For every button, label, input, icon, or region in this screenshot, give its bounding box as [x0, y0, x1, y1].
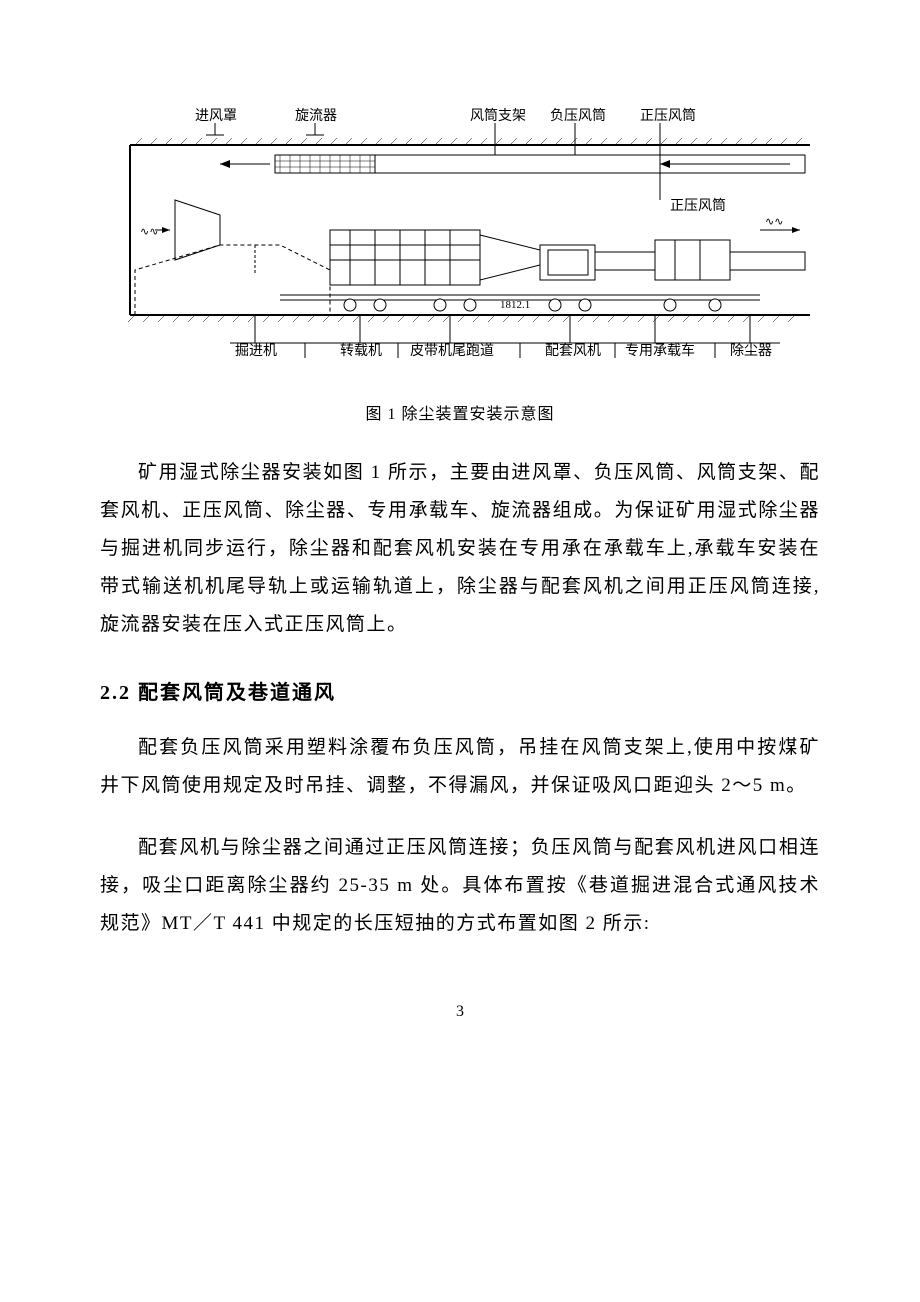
label-matching-fan: 配套风机: [545, 343, 601, 359]
figure-diagram: 进风罩 旋流器 风筒支架 负压风筒 正压风筒: [100, 100, 820, 360]
label-duct-support: 风筒支架: [470, 107, 526, 124]
page-number: 3: [100, 1003, 820, 1021]
dust-collector-diagram-svg: 进风罩 旋流器 风筒支架 负压风筒 正压风筒: [100, 100, 820, 360]
paragraph-3: 配套风机与除尘器之间通过正压风筒连接；负压风筒与配套风机进风口相连接，吸尘口距离…: [100, 829, 820, 943]
label-transfer-machine: 转载机: [340, 343, 382, 359]
dimension-label: 1812.1: [500, 299, 530, 311]
label-belt-tail: 皮带机尾跑道: [410, 343, 494, 359]
label-pos-duct-top: 正压风筒: [640, 107, 696, 124]
label-inlet-cover: 进风罩: [195, 108, 237, 124]
svg-text:∿∿: ∿∿: [765, 216, 783, 228]
figure-caption: 图 1 除尘装置安装示意图: [100, 400, 820, 424]
section-heading-2-2: 2.2 配套风筒及巷道通风: [100, 676, 820, 705]
svg-text:∿∿: ∿∿: [140, 226, 158, 238]
label-tunneling-machine: 掘进机: [235, 343, 277, 359]
label-neg-duct: 负压风筒: [550, 107, 606, 124]
paragraph-1: 矿用湿式除尘器安装如图 1 所示，主要由进风罩、负压风筒、风筒支架、配套风机、正…: [100, 454, 820, 644]
label-dust-collector: 除尘器: [730, 343, 772, 359]
label-cyclone: 旋流器: [295, 108, 337, 124]
paragraph-2: 配套负压风筒采用塑料涂覆布负压风筒，吊挂在风筒支架上,使用中按煤矿井下风筒使用规…: [100, 729, 820, 805]
label-special-carrier: 专用承载车: [625, 342, 695, 359]
label-pos-duct-right: 正压风筒: [670, 197, 726, 214]
